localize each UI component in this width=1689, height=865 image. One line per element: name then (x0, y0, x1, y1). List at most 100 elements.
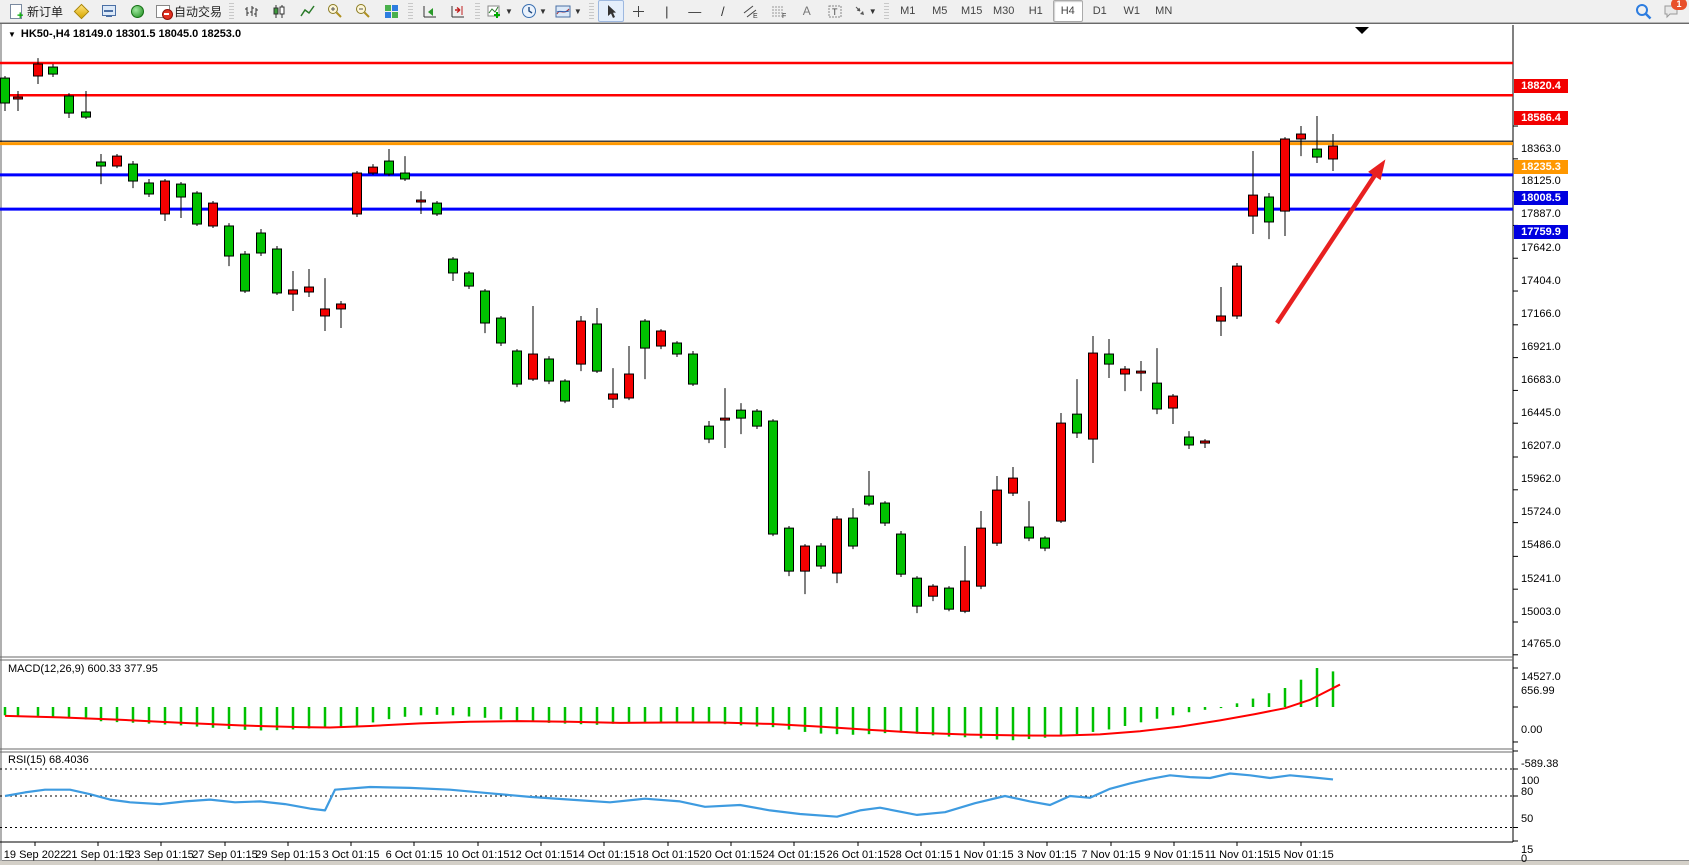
text-label-button[interactable]: T (822, 0, 848, 22)
toolbar-grip (229, 3, 235, 19)
search-button[interactable] (1630, 0, 1656, 22)
bar-chart-icon (244, 5, 258, 17)
candle (784, 527, 794, 572)
zoom-out-button[interactable] (350, 0, 376, 22)
candle (544, 358, 554, 382)
candle (160, 180, 170, 215)
candle (256, 232, 266, 254)
candle (224, 225, 234, 257)
scroll-toolbar (416, 0, 472, 22)
candle (432, 202, 442, 215)
candle (272, 248, 282, 294)
channel-button[interactable]: E (738, 0, 764, 22)
auto-trading-button[interactable]: 自动交易 (152, 0, 225, 22)
horizontal-line-button[interactable]: — (682, 0, 708, 22)
candle (832, 518, 842, 574)
rsi-tick-label: 15 (1521, 844, 1534, 856)
line-chart-button[interactable] (294, 0, 320, 22)
candle (592, 323, 602, 372)
timeframe-button-h1[interactable]: H1 (1028, 5, 1043, 17)
vertical-line-icon: | (665, 3, 669, 19)
price-level-label: 18008.5 (1514, 190, 1568, 205)
candle (320, 308, 330, 317)
price-tick-label: 16445.0 (1521, 406, 1561, 419)
date-label: 3 Nov 01:15 (1017, 849, 1077, 861)
toolbar-grip (408, 3, 414, 19)
candlestick-chart-icon (273, 4, 285, 18)
chart-shift-button[interactable] (445, 0, 471, 22)
arrows-button[interactable]: ▼ (850, 0, 880, 22)
timeframe-button-w1[interactable]: W1 (1123, 5, 1140, 17)
candle (304, 286, 314, 293)
cursor-icon (607, 4, 616, 18)
zoom-in-icon (328, 4, 342, 18)
cursor-button[interactable] (597, 0, 624, 22)
zoom-in-button[interactable] (322, 0, 348, 22)
candle (976, 527, 986, 587)
macd-indicator-label: MACD(12,26,9) 600.33 377.95 (8, 663, 158, 675)
candle (608, 393, 618, 400)
vertical-line-button[interactable]: | (654, 0, 680, 22)
chart-shift-marker[interactable] (1355, 27, 1369, 34)
auto-scroll-icon (423, 5, 437, 17)
timeframe-button-mn[interactable]: MN (1155, 5, 1173, 17)
price-tick-label: 17642.0 (1521, 241, 1561, 254)
trend-arrow-head[interactable] (1368, 159, 1386, 181)
templates-button[interactable]: ▼ (552, 0, 585, 22)
date-label: 3 Oct 01:15 (322, 849, 380, 861)
price-tick-label: 17166.0 (1521, 307, 1561, 320)
candle (1120, 368, 1130, 375)
candle (336, 303, 346, 310)
bar-chart-button[interactable] (238, 0, 264, 22)
candle (176, 183, 186, 198)
candle (656, 330, 666, 347)
candle (288, 289, 298, 295)
auto-trading-icon (155, 3, 174, 20)
timeframe-button-d1[interactable]: D1 (1092, 5, 1107, 17)
horizontal-line-icon: — (688, 3, 702, 19)
price-level-label: 17759.9 (1514, 225, 1568, 240)
line-chart-icon (299, 5, 315, 16)
crosshair-button[interactable] (626, 0, 652, 22)
profiles-button[interactable] (68, 0, 94, 22)
zoom-out-icon (356, 4, 370, 18)
symbol-dropdown-icon[interactable]: ▼ (8, 29, 16, 39)
periods-button[interactable]: ▼ (518, 0, 550, 22)
trendline-icon: / (720, 3, 725, 19)
chart-window[interactable]: ▼ HK50-,H4 18149.0 18301.5 18045.0 18253… (0, 23, 1689, 865)
toolbar-grip (883, 3, 889, 19)
fibonacci-button[interactable]: F (766, 0, 792, 22)
timeframe-button-m1[interactable]: M1 (900, 5, 916, 17)
candle (1136, 370, 1146, 374)
auto-trading-label: 自动交易 (174, 4, 223, 19)
channel-icon: E (743, 5, 758, 19)
notifications-button[interactable]: 1 (1658, 0, 1687, 22)
price-tick-label: 15962.0 (1521, 473, 1561, 486)
text-label-icon: T (828, 5, 842, 17)
date-label: 11 Nov 01:15 (1204, 849, 1270, 861)
timeframe-button-m30[interactable]: M30 (993, 5, 1015, 17)
indicators-button[interactable]: ▼ (484, 0, 516, 22)
timeframe-button-h4[interactable]: H4 (1052, 0, 1083, 22)
price-level-label: 18235.3 (1514, 159, 1568, 174)
text-button[interactable]: A (794, 0, 820, 22)
date-label: 10 Oct 01:15 (446, 849, 510, 861)
candlestick-chart-button[interactable] (266, 0, 292, 22)
new-order-button[interactable]: + 新订单 (5, 0, 66, 22)
price-level-label: 18586.4 (1514, 111, 1568, 126)
candle (752, 410, 762, 427)
fibonacci-icon: F (771, 6, 786, 19)
candle (480, 290, 490, 324)
auto-scroll-button[interactable] (417, 0, 443, 22)
timeframe-button-m5[interactable]: M5 (932, 5, 948, 17)
trendline-button[interactable]: / (710, 0, 736, 22)
date-label: 12 Oct 01:15 (509, 849, 573, 861)
chart-type-toolbar (237, 0, 405, 22)
date-label: 24 Oct 01:15 (762, 849, 826, 861)
tile-windows-button[interactable] (378, 0, 404, 22)
new-chart-button[interactable] (96, 0, 122, 22)
market-watch-button[interactable] (124, 0, 150, 22)
macd-tick-label: 0.00 (1521, 723, 1543, 736)
candle (400, 172, 410, 180)
timeframe-button-m15[interactable]: M15 (961, 5, 983, 17)
